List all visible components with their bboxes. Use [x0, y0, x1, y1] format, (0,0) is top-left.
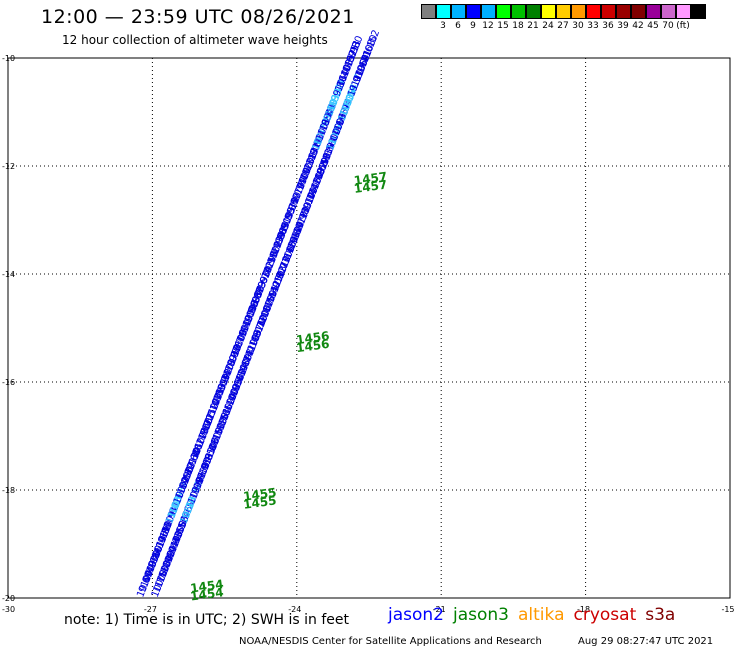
- legend-swatch: [481, 4, 496, 19]
- legend-swatch: [601, 4, 616, 19]
- pass-time-label: 1455: [242, 493, 277, 512]
- legend-label: 24: [542, 21, 554, 31]
- legend-label: 12: [482, 21, 494, 31]
- legend-label: 33: [587, 21, 599, 31]
- legend-swatch: [646, 4, 661, 19]
- legend-swatch: [451, 4, 466, 19]
- satellite-legend-jason3: jason3: [453, 605, 509, 625]
- legend-swatch: [496, 4, 511, 19]
- legend-label: 30: [572, 21, 584, 31]
- legend-swatch: [691, 4, 706, 19]
- legend-label: 6: [455, 21, 461, 31]
- legend-label: 15: [497, 21, 509, 31]
- satellite-legend-altika: altika: [518, 605, 565, 625]
- pass-time-label: 1457: [353, 169, 388, 188]
- legend-label: 39: [617, 21, 629, 31]
- legend-swatch: [571, 4, 586, 19]
- legend-label: 18: [512, 21, 524, 31]
- legend-label: (ft): [676, 21, 690, 31]
- credit-line: NOAA/NESDIS Center for Satellite Applica…: [239, 636, 542, 647]
- pass-time-label: 1454: [189, 585, 224, 604]
- legend-swatch: [436, 4, 451, 19]
- map-grid: [7, 57, 731, 599]
- latitude-tick-label: -10: [2, 54, 15, 63]
- plot-frame: [7, 57, 731, 599]
- latitude-tick-label: -12: [2, 162, 15, 171]
- legend-swatch: [541, 4, 556, 19]
- latitude-tick-label: -18: [2, 486, 15, 495]
- satellite-tracks: 10.049.6910.4910.2010.3310.609.8610.1310…: [135, 28, 382, 599]
- legend-label: 27: [557, 21, 569, 31]
- legend-label: 9: [470, 21, 476, 31]
- map-title: 12:00 — 23:59 UTC 08/26/2021: [41, 6, 355, 28]
- map-subtitle: 12 hour collection of altimeter wave hei…: [62, 33, 328, 47]
- latitude-tick-label: -16: [2, 378, 15, 387]
- legend-swatch: [511, 4, 526, 19]
- legend-swatch: [556, 4, 571, 19]
- latitude-tick-label: -20: [2, 594, 15, 603]
- legend-swatch: [676, 4, 691, 19]
- generated-timestamp: Aug 29 08:27:47 UTC 2021: [578, 636, 714, 647]
- legend-label: 42: [632, 21, 644, 31]
- longitude-tick-label: -27: [144, 605, 157, 614]
- satellite-legend-s3a: s3a: [645, 605, 676, 625]
- longitude-tick-label: -18: [577, 605, 590, 614]
- legend-label: 21: [527, 21, 539, 31]
- legend-swatch: [526, 4, 541, 19]
- pass-time-label: 1456: [295, 329, 330, 348]
- legend-swatch: [616, 4, 631, 19]
- longitude-tick-label: -15: [721, 605, 734, 614]
- longitude-tick-label: -24: [288, 605, 301, 614]
- legend-swatch: [466, 4, 481, 19]
- longitude-tick-label: -21: [433, 605, 446, 614]
- pass-time-label: 1454: [189, 577, 224, 596]
- legend-label: 45: [647, 21, 659, 31]
- axis-tick-labels: -27 -24 -21 -18 -15 -10 -12 -14 -16 -18 -20 -30: [2, 54, 735, 614]
- pass-time-label: 1456: [295, 337, 330, 356]
- legend-label: 70: [662, 21, 674, 31]
- units-note: note: 1) Time is in UTC; 2) SWH is in fe…: [64, 612, 350, 628]
- legend-label: 3: [440, 21, 446, 31]
- satellite-legend-cryosat: cryosat: [573, 605, 637, 625]
- legend-label: 36: [602, 21, 614, 31]
- legend-swatch: [661, 4, 676, 19]
- pass-time-label: 1455: [242, 485, 277, 504]
- legend-swatch: [631, 4, 646, 19]
- wave-height-label: 10.52: [362, 28, 383, 59]
- corner-tick-label: -30: [2, 605, 15, 614]
- satellite-legend: jason2 jason3 altika cryosat s3a: [388, 605, 684, 625]
- latitude-tick-label: -14: [2, 270, 15, 279]
- legend-swatch: [421, 4, 436, 19]
- pass-time-label: 1457: [353, 177, 388, 196]
- legend-swatch: [586, 4, 601, 19]
- satellite-legend-jason2: jason2: [388, 605, 444, 625]
